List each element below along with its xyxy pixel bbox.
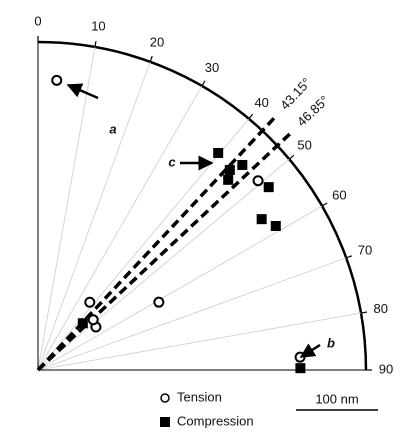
compression-point [213, 147, 224, 158]
compression-point [263, 182, 274, 193]
tick-mark [94, 40, 97, 48]
grid-line [37, 257, 347, 371]
legend-label: Compression [177, 413, 254, 428]
tension-point [294, 351, 306, 363]
outer-arc [37, 40, 368, 371]
reference-line [36, 130, 293, 372]
tick-mark [248, 113, 254, 120]
theta-tick-label: 20 [150, 34, 164, 49]
grid-line [37, 85, 203, 371]
tick-mark [321, 202, 328, 207]
annotation-arrow [299, 343, 321, 359]
tension-point [87, 314, 99, 326]
compression-point [237, 159, 248, 170]
compression-point [270, 220, 281, 231]
tick-mark [201, 80, 206, 87]
tension-point [153, 296, 165, 308]
scale-bar-label: 100 nm [315, 391, 358, 406]
tension-point [84, 296, 96, 308]
tension-point [51, 74, 63, 86]
compression-point [223, 174, 234, 185]
grid-line [37, 46, 96, 371]
theta-tick-label: 10 [91, 19, 105, 34]
theta-tick-label: 70 [358, 242, 372, 257]
tick-mark [288, 154, 295, 160]
compression-point [77, 318, 88, 329]
tick-mark [346, 255, 353, 259]
annotation-label: b [327, 335, 335, 350]
legend-marker [160, 417, 170, 427]
tick-mark [149, 55, 153, 62]
theta-tick-label: 40 [254, 95, 268, 110]
grid-line [37, 158, 290, 371]
annotation-label: a [109, 121, 116, 136]
grid-line [37, 205, 323, 371]
compression-point [224, 164, 235, 175]
tick-mark [360, 311, 368, 314]
reference-line [36, 115, 278, 372]
theta-tick-label: 90 [379, 361, 393, 376]
annotation-label: c [168, 154, 176, 169]
compression-point [256, 214, 267, 225]
legend-marker [160, 393, 170, 403]
theta-tick-label: 0 [34, 13, 41, 28]
theta-tick-label: 30 [205, 60, 219, 75]
compression-point [295, 363, 306, 374]
grid-line [37, 312, 362, 371]
theta-tick-label: 50 [297, 138, 311, 153]
theta-tick-label: 80 [373, 301, 387, 316]
tension-point [252, 175, 264, 187]
theta-tick-label: 60 [332, 187, 346, 202]
grid-line [37, 118, 250, 371]
legend-label: Tension [177, 389, 222, 404]
grid-line [37, 61, 151, 371]
annotation-arrow [66, 83, 99, 100]
